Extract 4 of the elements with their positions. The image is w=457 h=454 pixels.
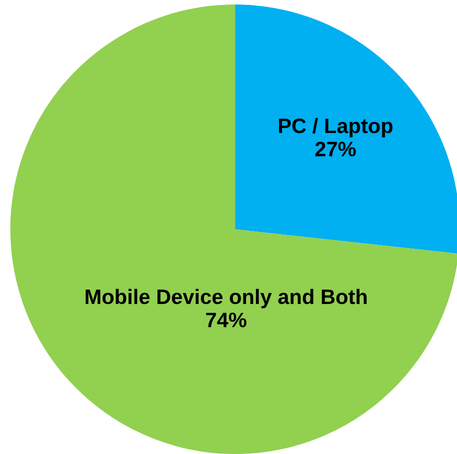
data-label: 74%: [206, 312, 246, 328]
slice-label: Mobile Device only and Both: [86, 288, 367, 308]
data-label: 27%: [315, 142, 356, 156]
slice-label: PC / Laptop: [279, 118, 392, 138]
